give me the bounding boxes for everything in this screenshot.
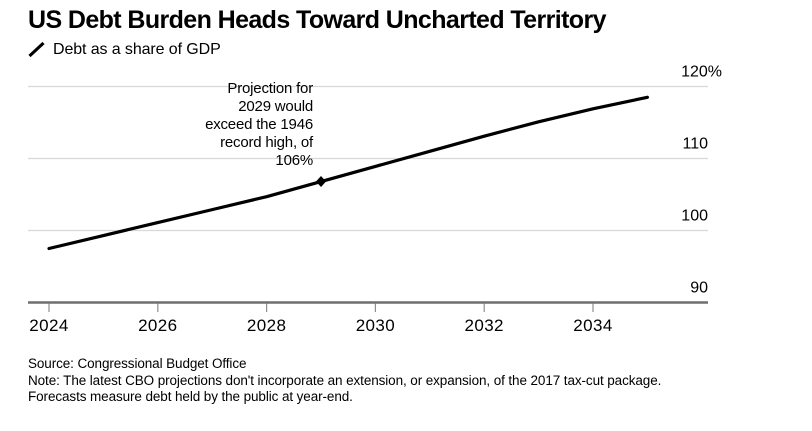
debt-line [47, 95, 650, 251]
y-tick-label: 100 [681, 208, 708, 225]
source-note: Source: Congressional Budget Office [28, 356, 247, 371]
page-title: US Debt Burden Heads Toward Uncharted Te… [28, 6, 607, 34]
x-tick-label: 2024 [29, 316, 68, 335]
x-tick-label: 2028 [247, 316, 286, 335]
x-tick-label: 2026 [138, 316, 177, 335]
annotation-callout: Projection for 2029 would exceed the 194… [205, 80, 313, 169]
y-tick-label: 90 [690, 280, 708, 297]
x-tick-label: 2034 [573, 316, 612, 335]
footnote: Note: The latest CBO projections don't i… [28, 372, 662, 405]
highlight-marker [316, 176, 326, 188]
footer: Source: Congressional Budget Office Note… [28, 356, 712, 406]
y-tick-label: 120% [681, 64, 722, 81]
x-tick-label: 2030 [356, 316, 395, 335]
line-series-icon [28, 41, 45, 58]
y-tick-label: 110 [682, 136, 708, 153]
legend-label: Debt as a share of GDP [53, 40, 221, 58]
legend: Debt as a share of GDP [27, 40, 221, 59]
x-tick-label: 2032 [464, 316, 503, 335]
